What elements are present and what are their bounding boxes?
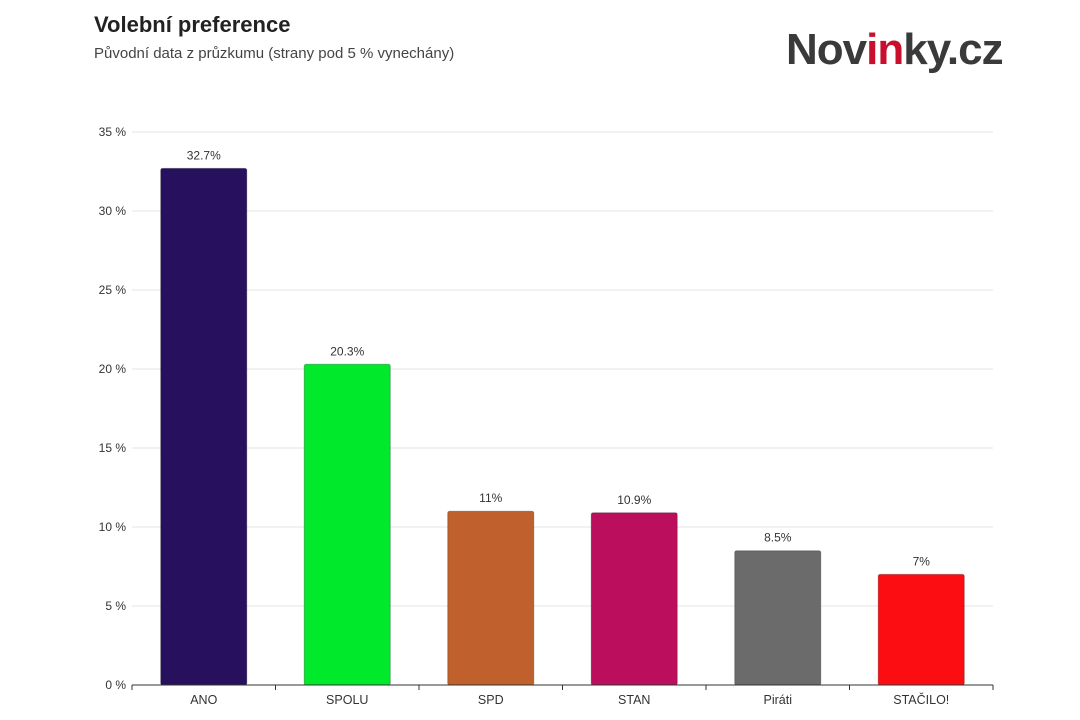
- bar-stailo[interactable]: [877, 573, 965, 686]
- gridlines: [132, 131, 993, 607]
- logo-text-accent: in: [866, 25, 904, 74]
- chart-subtitle: Původní data z průzkumu (strany pod 5 % …: [94, 45, 455, 62]
- bar-spolu[interactable]: [303, 363, 391, 686]
- novinky-logo: Novinky.cz: [786, 25, 1004, 74]
- x-tick-label: STAN: [618, 693, 650, 707]
- x-axis: ANO SPOLU SPD STAN Piráti STAČILO!: [131, 684, 994, 707]
- x-tick-label: SPOLU: [326, 693, 368, 707]
- x-tick-label: STAČILO!: [893, 692, 949, 707]
- logo-text-end: ky.cz: [903, 25, 1003, 74]
- y-tick-label: 20 %: [99, 362, 127, 376]
- y-tick-label: 30 %: [99, 204, 127, 218]
- data-label: 32.7%: [187, 148, 221, 162]
- x-tick-label: ANO: [190, 693, 217, 707]
- chart-title: Volební preference: [94, 12, 291, 37]
- data-label: 7%: [913, 554, 931, 568]
- y-axis: 0 % 5 % 10 % 15 % 20 % 25 % 30 % 35 %: [99, 125, 127, 692]
- y-tick-label: 10 %: [99, 520, 127, 534]
- y-tick-label: 35 %: [99, 125, 127, 139]
- y-tick-label: 0 %: [105, 678, 126, 692]
- data-label: 10.9%: [617, 493, 651, 507]
- bar-pirti[interactable]: [734, 550, 822, 686]
- y-tick-label: 25 %: [99, 283, 127, 297]
- bar-spd[interactable]: [447, 510, 535, 686]
- bars: 32.7% 20.3% 11% 10.9% 8.5% 7%: [160, 148, 965, 686]
- bar-stan[interactable]: [590, 512, 678, 686]
- y-tick-label: 5 %: [105, 599, 126, 613]
- logo-text-start: Nov: [786, 25, 867, 74]
- bar-ano[interactable]: [160, 167, 248, 686]
- x-tick-label: SPD: [478, 693, 504, 707]
- data-label: 20.3%: [330, 344, 364, 358]
- y-tick-label: 15 %: [99, 441, 127, 455]
- data-label: 8.5%: [764, 531, 792, 545]
- x-tick-label: Piráti: [764, 693, 792, 707]
- data-label: 11%: [479, 491, 502, 505]
